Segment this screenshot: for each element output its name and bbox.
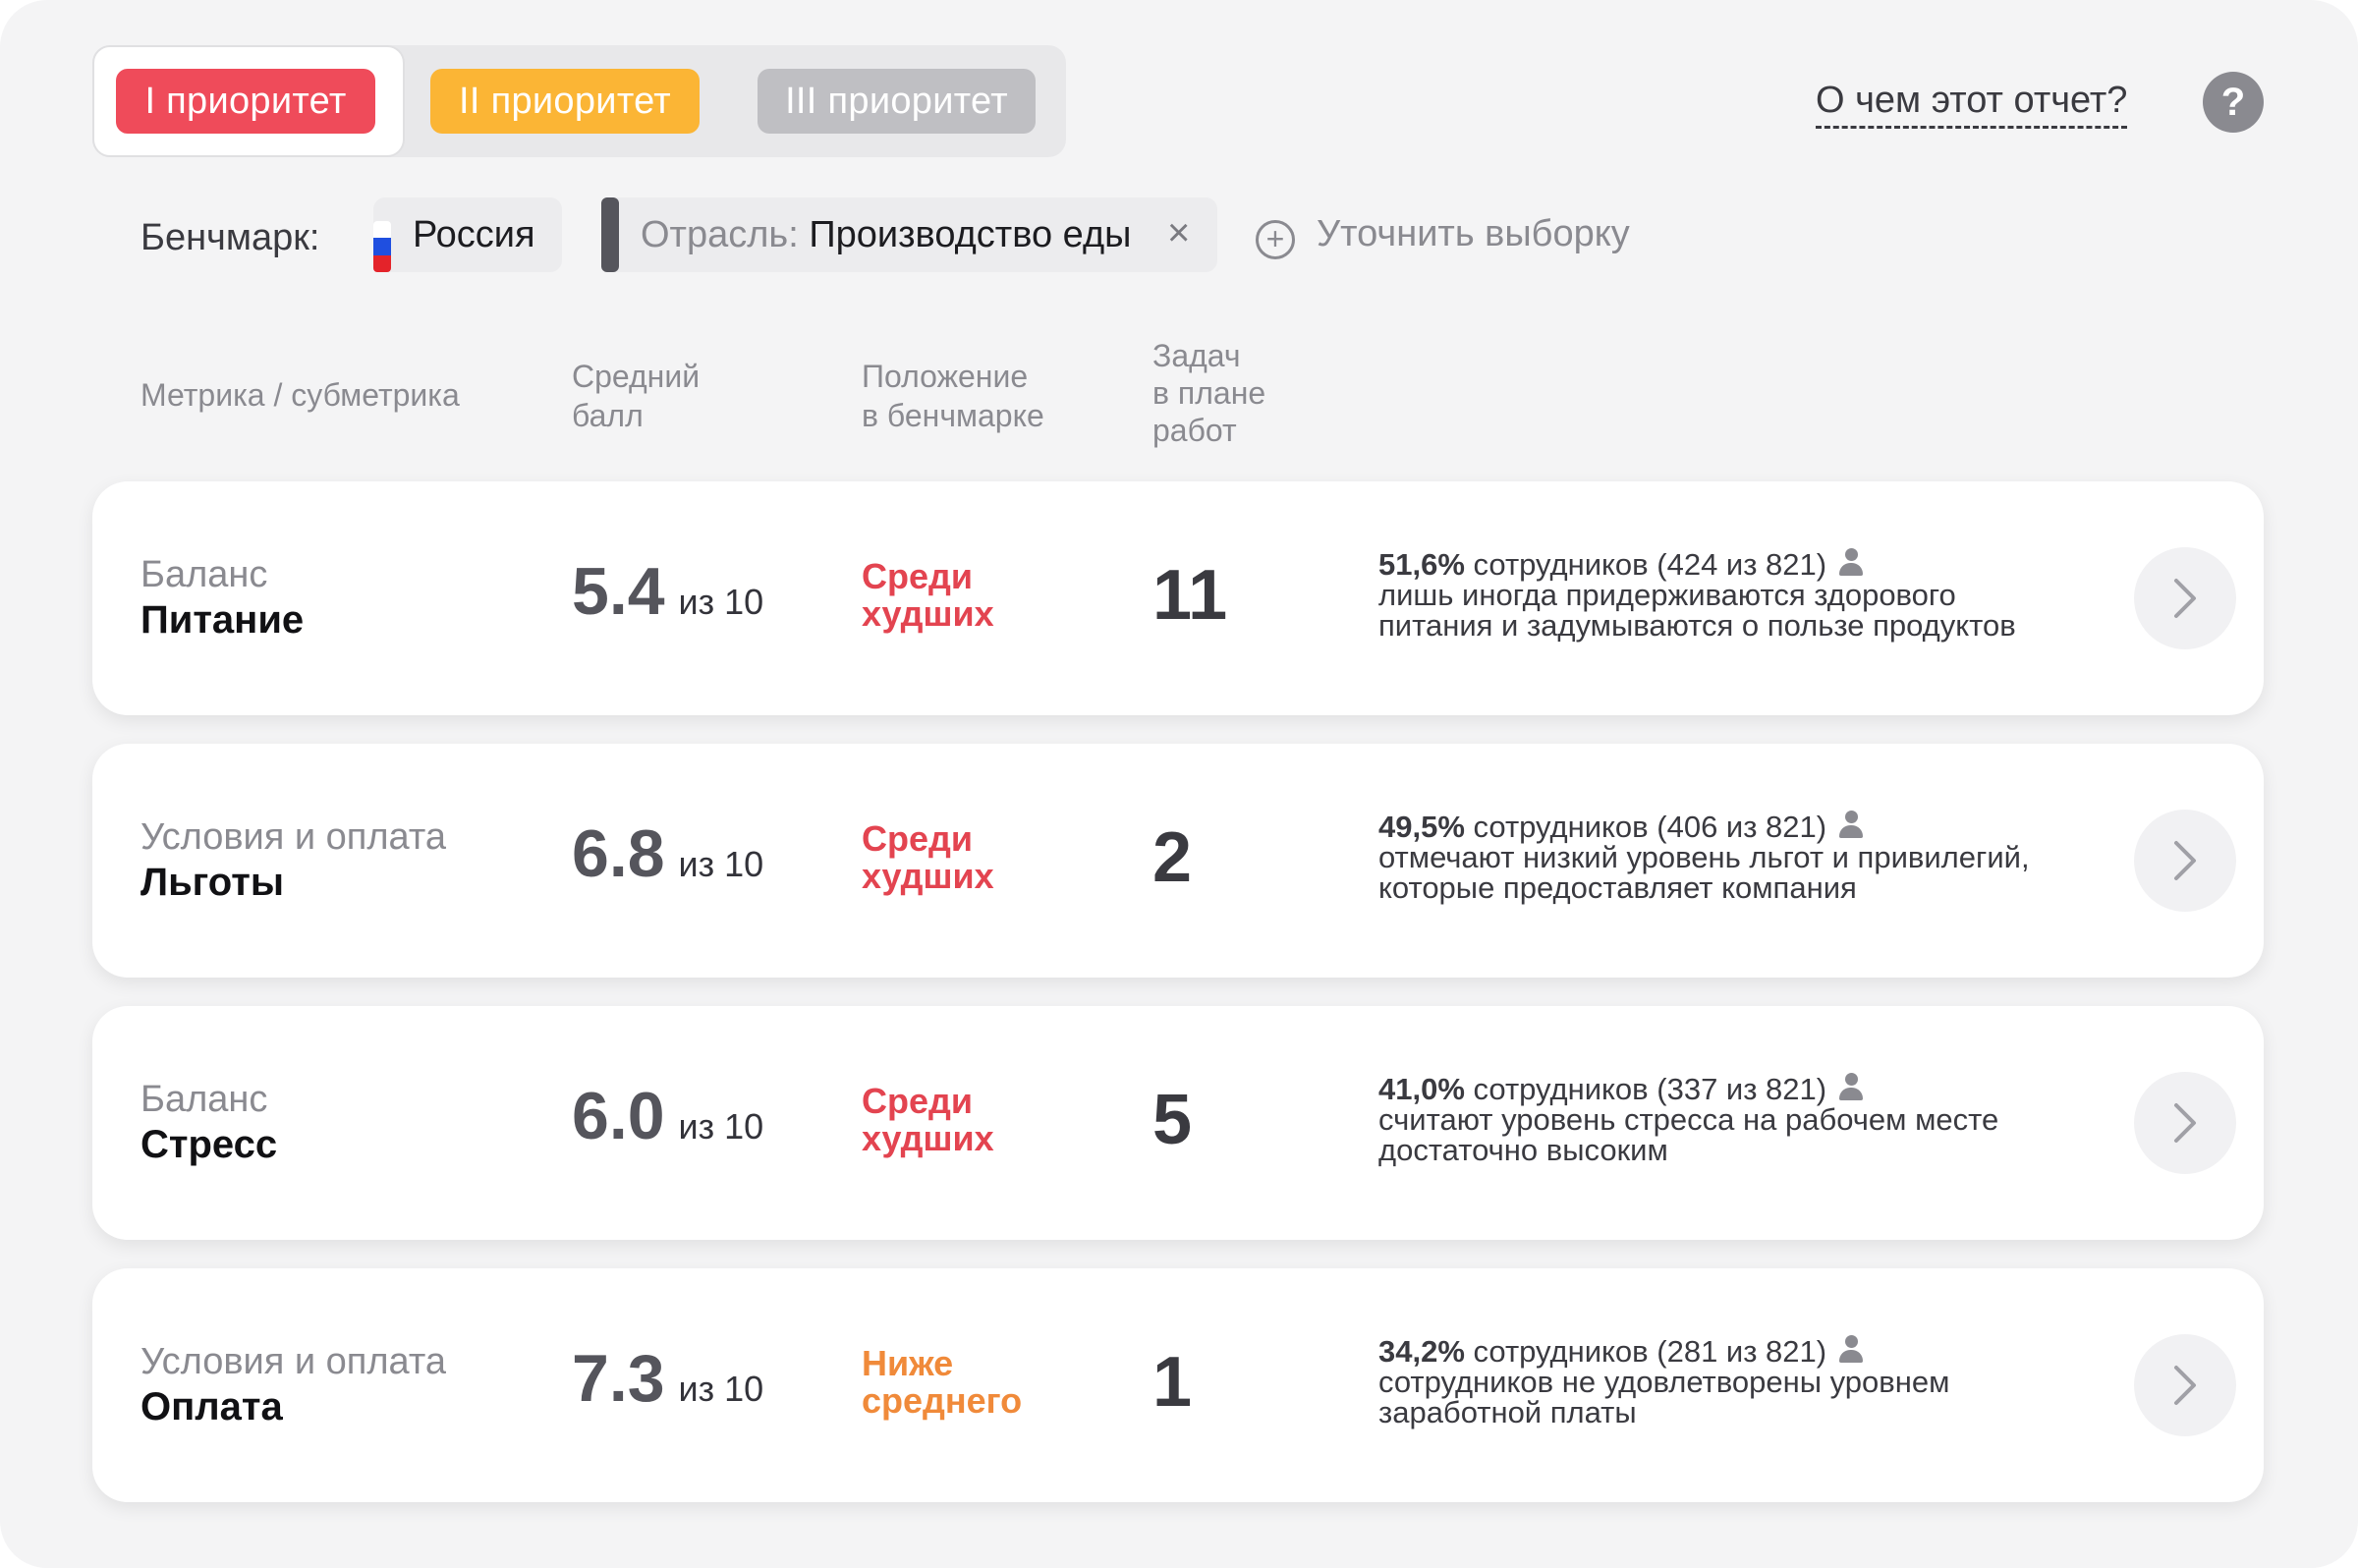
industry-chip-label: Отрасль: Производство еды: [641, 214, 1132, 255]
score-scale: из 10: [678, 1369, 764, 1409]
metric-name: Условия и оплата: [140, 1341, 446, 1382]
insight-text: 51,6% сотрудников (424 из 821) лишь иног…: [1378, 547, 2016, 643]
chevron-right-icon: [2174, 579, 2196, 618]
metric-row[interactable]: Баланс Стресс 6.0 из 10 Среди худших 5 41,…: [92, 1006, 2264, 1240]
insight-text: 41,0% сотрудников (337 из 821) считают у…: [1378, 1072, 1999, 1167]
header-position: Положение в бенчмарке: [862, 359, 1044, 433]
tab-priority-1[interactable]: I приоритет: [116, 69, 375, 134]
industry-marker-icon: [601, 197, 619, 272]
metric-row[interactable]: Баланс Питание 5.4 из 10 Среди худших 11 5…: [92, 481, 2264, 715]
open-details-button[interactable]: [2134, 547, 2236, 649]
chevron-right-icon: [2174, 841, 2196, 880]
submetric-name: Льготы: [140, 861, 284, 904]
average-score: 7.3 из 10: [572, 1341, 764, 1416]
plus-circle-icon: +: [1256, 220, 1295, 259]
person-icon: [1838, 1335, 1864, 1365]
score-scale: из 10: [678, 1106, 764, 1147]
insight-text: 34,2% сотрудников (281 из 821) сотрудник…: [1378, 1334, 1950, 1429]
benchmark-label: Бенчмарк:: [140, 217, 320, 258]
benchmark-position: Среди худших: [862, 818, 994, 896]
tasks-count: 1: [1152, 1343, 1193, 1422]
metric-name: Баланс: [140, 554, 268, 595]
insight-text: 49,5% сотрудников (406 из 821) отмечают …: [1378, 810, 2030, 905]
close-icon[interactable]: ×: [1167, 211, 1191, 254]
person-icon: [1838, 548, 1864, 578]
chevron-right-icon: [2174, 1366, 2196, 1405]
score-scale: из 10: [678, 844, 764, 884]
submetric-name: Оплата: [140, 1385, 283, 1428]
metric-name: Баланс: [140, 1079, 268, 1120]
open-details-button[interactable]: [2134, 810, 2236, 912]
header-metric: Метрика / субметрика: [140, 377, 460, 413]
benchmark-position: Среди худших: [862, 1081, 994, 1158]
metric-row[interactable]: Условия и оплата Оплата 7.3 из 10 Ниже сре…: [92, 1268, 2264, 1502]
score-scale: из 10: [678, 582, 764, 622]
industry-value: Производство еды: [809, 214, 1132, 255]
refine-sample-label: Уточнить выборку: [1317, 213, 1630, 254]
help-icon[interactable]: ?: [2203, 72, 2264, 133]
header-tasks: Задач в плане работ: [1152, 338, 1266, 448]
chevron-right-icon: [2174, 1103, 2196, 1143]
submetric-name: Стресс: [140, 1123, 278, 1166]
tasks-count: 5: [1152, 1081, 1193, 1159]
metric-name: Условия и оплата: [140, 816, 446, 858]
refine-sample-button[interactable]: + Уточнить выборку: [1256, 210, 1630, 259]
benchmark-position: Ниже среднего: [862, 1343, 1023, 1421]
about-report-link[interactable]: О чем этот отчет?: [1816, 77, 2128, 129]
header-score: Средний балл: [572, 359, 701, 433]
average-score: 5.4 из 10: [572, 554, 764, 629]
metric-row[interactable]: Условия и оплата Льготы 6.8 из 10 Среди ху…: [92, 744, 2264, 978]
russia-flag-icon: [373, 221, 391, 272]
person-icon: [1838, 1073, 1864, 1102]
average-score: 6.0 из 10: [572, 1079, 764, 1153]
tab-priority-3[interactable]: III приоритет: [758, 69, 1036, 134]
tab-priority-2[interactable]: II приоритет: [430, 69, 700, 134]
tasks-count: 2: [1152, 818, 1193, 897]
average-score: 6.8 из 10: [572, 816, 764, 891]
priority-tabs: I приоритет II приоритет III приоритет: [92, 45, 1066, 157]
submetric-name: Питание: [140, 598, 305, 642]
open-details-button[interactable]: [2134, 1334, 2236, 1436]
person-icon: [1838, 811, 1864, 840]
benchmark-country: Россия: [413, 214, 535, 255]
benchmark-chip-industry[interactable]: Отрасль: Производство еды ×: [601, 197, 1217, 272]
benchmark-chip-russia[interactable]: Россия: [373, 197, 562, 272]
open-details-button[interactable]: [2134, 1072, 2236, 1174]
tasks-count: 11: [1152, 556, 1228, 635]
benchmark-position: Среди худших: [862, 556, 994, 634]
